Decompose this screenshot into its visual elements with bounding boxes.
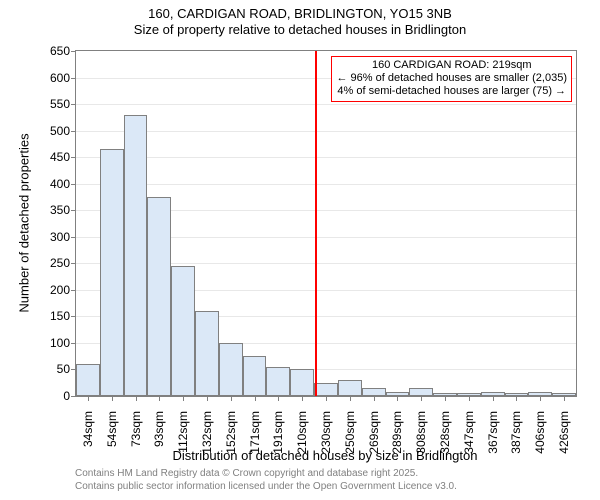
marker-line bbox=[315, 51, 317, 396]
gridline-h bbox=[76, 157, 576, 158]
histogram-bar bbox=[243, 356, 267, 396]
xtick-mark bbox=[516, 396, 517, 401]
xtick-label: 93sqm bbox=[152, 411, 166, 447]
ytick-label: 300 bbox=[50, 230, 76, 244]
chart-title-line2: Size of property relative to detached ho… bbox=[0, 22, 600, 38]
gridline-h bbox=[76, 184, 576, 185]
xtick-label: 34sqm bbox=[81, 411, 95, 447]
histogram-bar bbox=[171, 266, 195, 396]
xtick-mark bbox=[136, 396, 137, 401]
xtick-mark bbox=[469, 396, 470, 401]
xtick-label: 73sqm bbox=[129, 411, 143, 447]
attribution: Contains HM Land Registry data © Crown c… bbox=[75, 468, 457, 493]
attribution-line: Contains HM Land Registry data © Crown c… bbox=[75, 468, 457, 481]
callout-line: 160 CARDIGAN ROAD: 219sqm bbox=[336, 59, 567, 72]
histogram-bar bbox=[314, 383, 338, 396]
ytick-label: 150 bbox=[50, 309, 76, 323]
histogram-bar bbox=[290, 369, 314, 396]
xtick-mark bbox=[112, 396, 113, 401]
xtick-mark bbox=[231, 396, 232, 401]
ytick-label: 100 bbox=[50, 336, 76, 350]
histogram-bar bbox=[147, 197, 171, 396]
plot-area: 0501001502002503003504004505005506006503… bbox=[75, 50, 577, 397]
histogram-bar bbox=[338, 380, 362, 396]
ytick-label: 600 bbox=[50, 71, 76, 85]
xtick-mark bbox=[302, 396, 303, 401]
xtick-mark bbox=[374, 396, 375, 401]
ytick-label: 650 bbox=[50, 44, 76, 58]
ytick-label: 0 bbox=[63, 389, 76, 403]
histogram-bar bbox=[219, 343, 243, 396]
xtick-label: 387sqm bbox=[509, 411, 523, 454]
ytick-label: 450 bbox=[50, 150, 76, 164]
xtick-mark bbox=[278, 396, 279, 401]
xtick-mark bbox=[207, 396, 208, 401]
xtick-label: 406sqm bbox=[533, 411, 547, 454]
y-axis-label: Number of detached properties bbox=[17, 133, 32, 312]
histogram-bar bbox=[409, 388, 433, 396]
xtick-label: 54sqm bbox=[105, 411, 119, 447]
histogram-bar bbox=[100, 149, 124, 396]
xtick-label: 426sqm bbox=[557, 411, 571, 454]
xtick-mark bbox=[564, 396, 565, 401]
xtick-mark bbox=[350, 396, 351, 401]
xtick-mark bbox=[540, 396, 541, 401]
histogram-bar bbox=[124, 115, 148, 396]
marker-callout: 160 CARDIGAN ROAD: 219sqm← 96% of detach… bbox=[331, 56, 572, 102]
xtick-mark bbox=[183, 396, 184, 401]
xtick-mark bbox=[159, 396, 160, 401]
xtick-mark bbox=[255, 396, 256, 401]
xtick-mark bbox=[88, 396, 89, 401]
attribution-line: Contains public sector information licen… bbox=[75, 481, 457, 494]
chart-titles: 160, CARDIGAN ROAD, BRIDLINGTON, YO15 3N… bbox=[0, 0, 600, 39]
ytick-label: 200 bbox=[50, 283, 76, 297]
histogram-bar bbox=[76, 364, 100, 396]
gridline-h bbox=[76, 131, 576, 132]
ytick-label: 350 bbox=[50, 203, 76, 217]
ytick-label: 50 bbox=[57, 362, 76, 376]
gridline-h bbox=[76, 104, 576, 105]
chart-title-line1: 160, CARDIGAN ROAD, BRIDLINGTON, YO15 3N… bbox=[0, 6, 600, 22]
callout-line: 4% of semi-detached houses are larger (7… bbox=[336, 85, 567, 98]
xtick-label: 367sqm bbox=[486, 411, 500, 454]
xtick-mark bbox=[421, 396, 422, 401]
xtick-mark bbox=[397, 396, 398, 401]
ytick-label: 250 bbox=[50, 256, 76, 270]
xtick-mark bbox=[326, 396, 327, 401]
ytick-label: 400 bbox=[50, 177, 76, 191]
histogram-bar bbox=[362, 388, 386, 396]
histogram-bar bbox=[266, 367, 290, 396]
histogram-bar bbox=[195, 311, 219, 396]
xtick-mark bbox=[493, 396, 494, 401]
x-axis-label: Distribution of detached houses by size … bbox=[173, 448, 478, 463]
callout-line: ← 96% of detached houses are smaller (2,… bbox=[336, 72, 567, 85]
xtick-label: 112sqm bbox=[176, 411, 190, 453]
xtick-mark bbox=[445, 396, 446, 401]
ytick-label: 500 bbox=[50, 124, 76, 138]
ytick-label: 550 bbox=[50, 97, 76, 111]
